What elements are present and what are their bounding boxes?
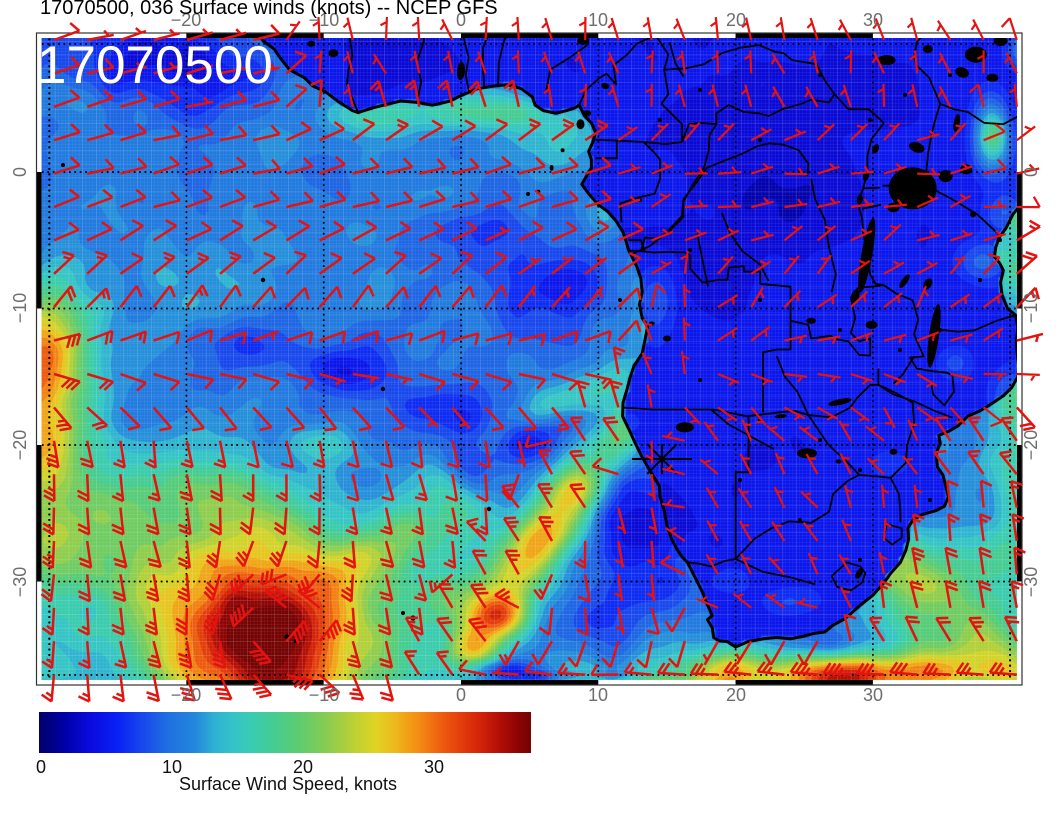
svg-text:0: 0	[456, 685, 466, 705]
svg-text:17070500, 036 Surface winds (k: 17070500, 036 Surface winds (knots) -- N…	[40, 0, 498, 19]
svg-text:0: 0	[10, 167, 30, 177]
svg-text:17070500: 17070500	[37, 36, 273, 95]
svg-text:30: 30	[863, 685, 883, 705]
svg-text:Surface Wind Speed, knots: Surface Wind Speed, knots	[179, 774, 397, 794]
svg-text:10: 10	[588, 10, 608, 30]
svg-text:−10: −10	[309, 10, 340, 30]
svg-text:30: 30	[424, 757, 444, 777]
svg-text:0: 0	[36, 757, 46, 777]
svg-text:20: 20	[726, 10, 746, 30]
svg-text:−20: −20	[171, 10, 202, 30]
svg-text:30: 30	[863, 10, 883, 30]
svg-text:−10: −10	[10, 293, 30, 324]
svg-text:−30: −30	[10, 567, 30, 598]
svg-text:−20: −20	[171, 685, 202, 705]
svg-text:20: 20	[726, 685, 746, 705]
svg-text:−20: −20	[1021, 430, 1041, 461]
svg-text:10: 10	[588, 685, 608, 705]
svg-text:−10: −10	[1021, 293, 1041, 324]
svg-text:−20: −20	[10, 430, 30, 461]
svg-text:0: 0	[1021, 167, 1041, 177]
svg-text:−10: −10	[309, 685, 340, 705]
svg-text:20: 20	[293, 757, 313, 777]
svg-text:−30: −30	[1021, 567, 1041, 598]
svg-text:0: 0	[456, 10, 466, 30]
svg-text:10: 10	[162, 757, 182, 777]
